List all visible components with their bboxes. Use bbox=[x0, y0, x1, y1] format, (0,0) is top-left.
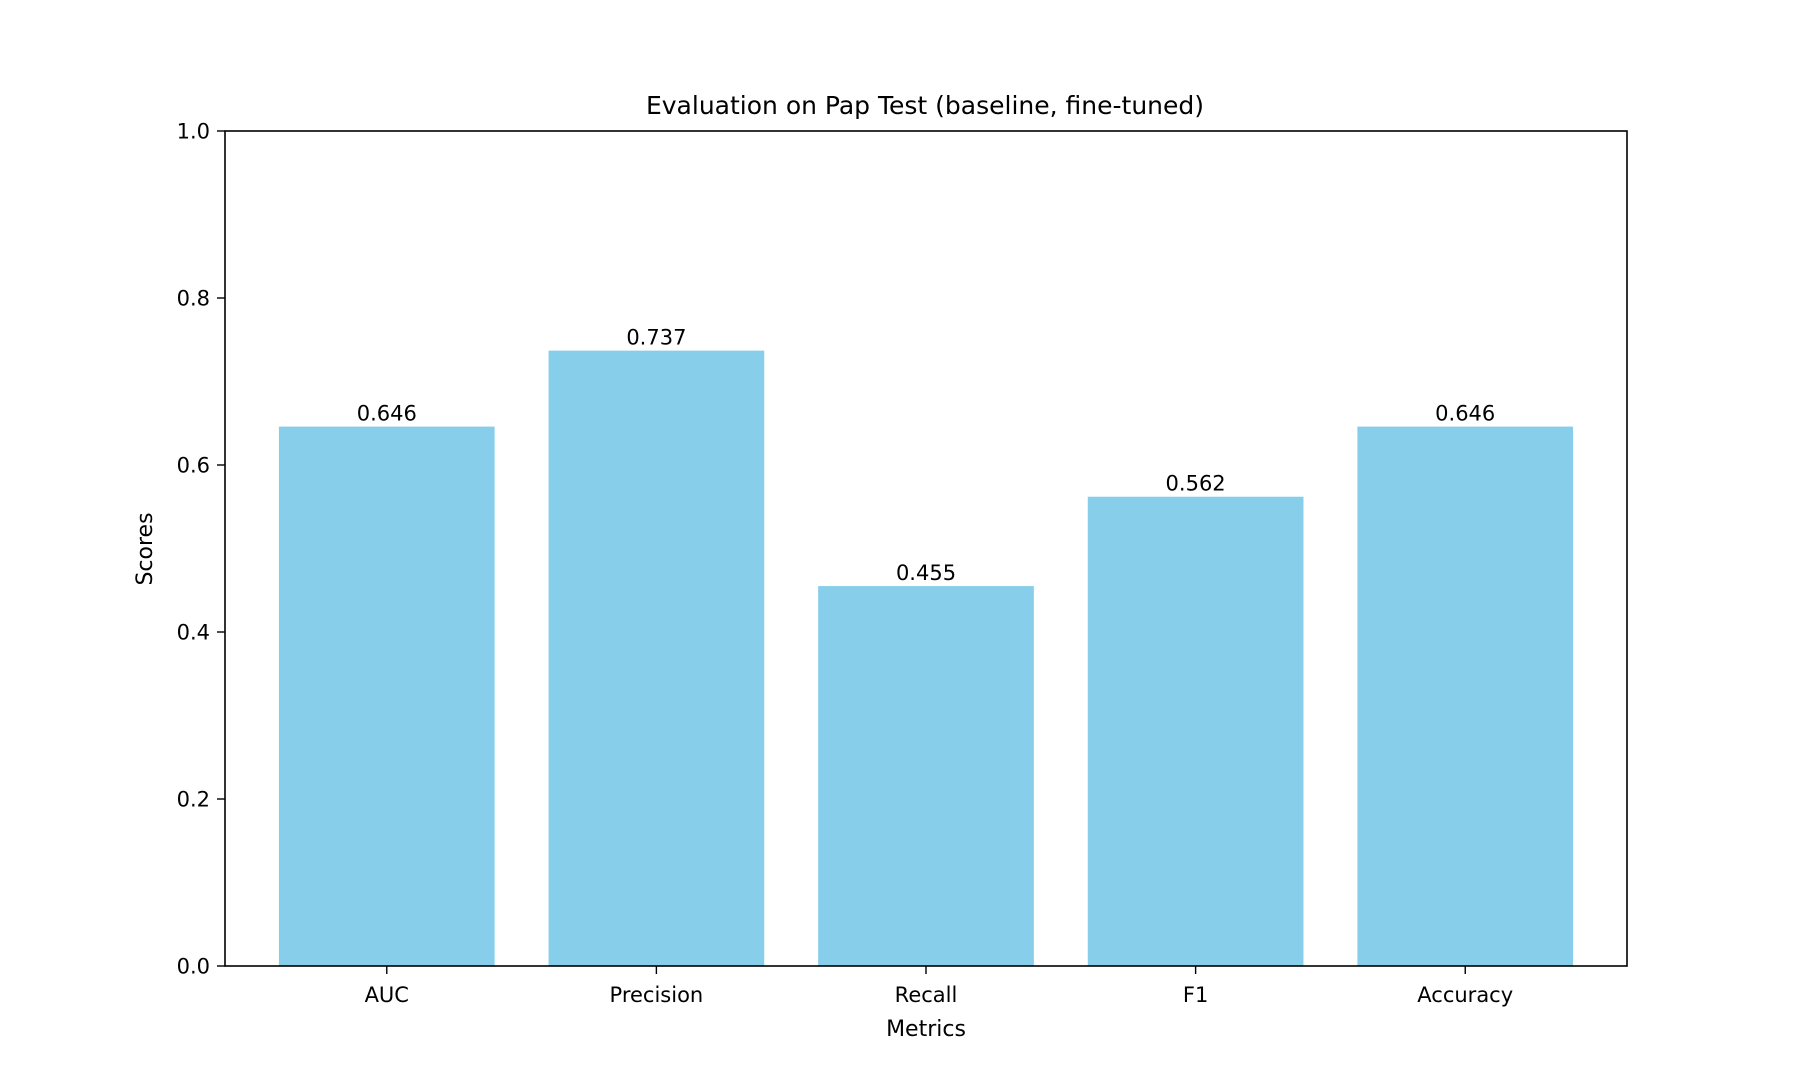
y-tick-label: 0.4 bbox=[177, 621, 210, 645]
bar-precision bbox=[548, 350, 765, 967]
bar-recall bbox=[818, 586, 1034, 966]
x-axis: AUC Precision Recall F1 Accuracy bbox=[365, 966, 1513, 1007]
y-tick-label: 0.0 bbox=[177, 955, 210, 979]
x-tick-label-accuracy: Accuracy bbox=[1417, 983, 1513, 1007]
y-tick-label: 0.8 bbox=[177, 287, 210, 311]
y-tick-label: 0.2 bbox=[177, 788, 210, 812]
x-tick-label-precision: Precision bbox=[610, 983, 704, 1007]
data-label-precision: 0.737 bbox=[626, 326, 686, 350]
bar-accuracy bbox=[1357, 426, 1574, 967]
data-label-accuracy: 0.646 bbox=[1435, 402, 1495, 426]
bar-auc bbox=[278, 426, 495, 967]
x-axis-label: Metrics bbox=[886, 1017, 966, 1042]
chart-title: Evaluation on Pap Test (baseline, fine-t… bbox=[646, 91, 1204, 120]
x-tick-label-f1: F1 bbox=[1183, 983, 1208, 1007]
bar-f1 bbox=[1087, 496, 1304, 966]
x-tick-label-auc: AUC bbox=[365, 983, 409, 1007]
plot-frame bbox=[224, 130, 1628, 967]
y-axis: 0.0 0.2 0.4 0.6 0.8 1.0 bbox=[177, 120, 225, 979]
data-label-auc: 0.646 bbox=[357, 402, 417, 426]
y-tick-label: 1.0 bbox=[177, 120, 210, 144]
x-tick-label-recall: Recall bbox=[895, 983, 958, 1007]
y-axis-label: Scores bbox=[133, 512, 158, 585]
data-label-f1: 0.562 bbox=[1166, 472, 1226, 496]
bars-group bbox=[278, 350, 1574, 967]
y-tick-label: 0.6 bbox=[177, 454, 210, 478]
data-labels-group: 0.646 0.737 0.455 0.562 0.646 bbox=[357, 326, 1496, 585]
data-label-recall: 0.455 bbox=[896, 561, 956, 585]
